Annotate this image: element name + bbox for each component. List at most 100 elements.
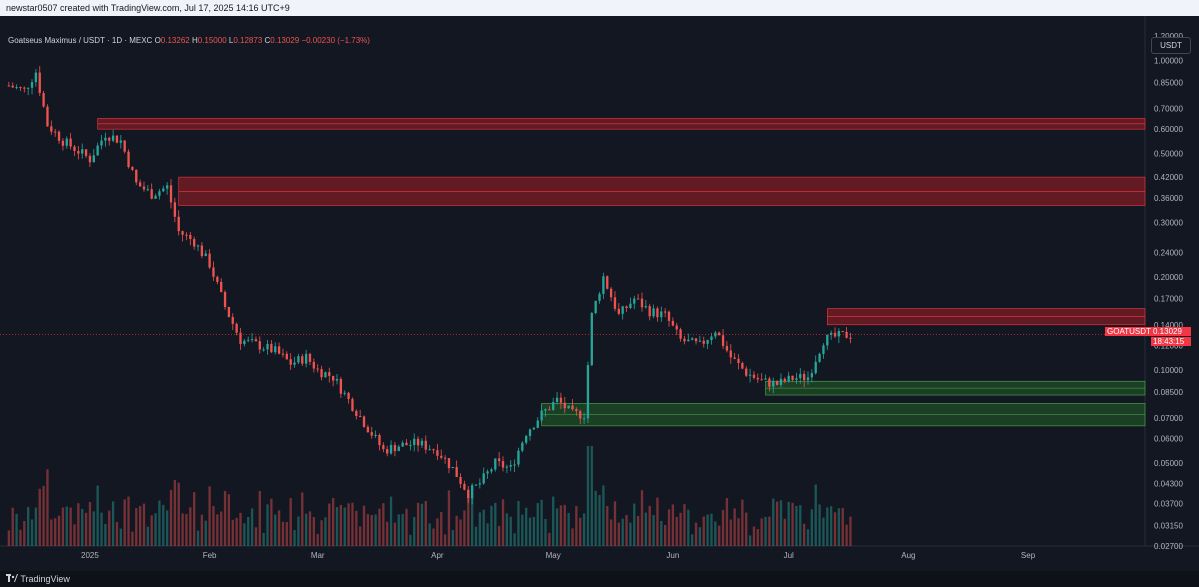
candle-body xyxy=(671,320,675,326)
candle-body xyxy=(262,349,265,351)
candle-body xyxy=(602,276,605,294)
volume-bar xyxy=(150,515,153,546)
volume-bar xyxy=(65,506,68,546)
candle-body xyxy=(582,418,586,420)
candle-body xyxy=(46,106,49,127)
volume-bar xyxy=(494,502,497,546)
volume-bar xyxy=(536,503,539,546)
volume-bar xyxy=(162,504,165,546)
volume-bar xyxy=(745,512,748,546)
close-value: 0.13029 xyxy=(270,36,300,45)
candle-body xyxy=(710,336,713,340)
volume-bar xyxy=(312,517,316,546)
candle-body xyxy=(84,149,88,156)
candle-body xyxy=(181,231,184,235)
volume-bar xyxy=(46,469,49,546)
volume-bar xyxy=(443,534,447,546)
candle-body xyxy=(463,483,466,490)
candle-body xyxy=(173,202,177,217)
candle-body xyxy=(822,345,825,354)
volume-bar xyxy=(220,511,223,546)
volume-bar xyxy=(505,513,509,546)
candle-body xyxy=(23,87,26,89)
candle-body xyxy=(370,432,373,436)
x-tick-label: Apr xyxy=(431,551,444,560)
candle-body xyxy=(27,87,30,89)
candle-body xyxy=(760,379,763,381)
change-value: −0.00230 (−1.73%) xyxy=(301,36,370,45)
candle-body xyxy=(795,378,798,380)
volume-bar xyxy=(482,509,485,546)
volume-bar xyxy=(204,520,207,546)
candle-body xyxy=(382,445,385,450)
volume-bar xyxy=(339,504,343,546)
volume-bar xyxy=(621,518,624,546)
volume-bar xyxy=(691,534,694,546)
candle-body xyxy=(254,339,258,342)
volume-bar xyxy=(416,502,420,546)
volume-bar xyxy=(748,535,752,546)
volume-bar xyxy=(15,513,18,546)
candle-body xyxy=(359,416,362,418)
candle-body xyxy=(100,140,103,146)
candle-body xyxy=(706,339,709,344)
volume-bar xyxy=(324,517,327,546)
volume-bar xyxy=(119,528,122,546)
volume-bar xyxy=(818,504,821,546)
volume-bar xyxy=(687,509,690,546)
volume-bar xyxy=(814,484,817,546)
volume-bar xyxy=(513,533,516,546)
x-tick-label: Sep xyxy=(1021,551,1036,560)
volume-bar xyxy=(768,516,771,546)
volume-bar xyxy=(84,512,88,546)
volume-bar xyxy=(247,516,250,546)
candle-body xyxy=(347,392,350,399)
volume-bar xyxy=(787,501,790,546)
candle-body xyxy=(304,353,308,364)
y-tick-label: 0.07000 xyxy=(1154,414,1183,423)
volume-bar xyxy=(169,489,173,546)
volume-bar xyxy=(104,523,107,546)
candle-body xyxy=(401,442,404,447)
volume-bar xyxy=(285,522,288,546)
volume-bar xyxy=(528,517,532,546)
candle-body xyxy=(733,357,736,359)
volume-bar xyxy=(606,505,609,546)
candle-body xyxy=(648,306,651,317)
volume-bar xyxy=(833,512,837,546)
candle-body xyxy=(440,455,443,458)
volume-bar xyxy=(791,502,794,546)
y-tick-label: 0.50000 xyxy=(1154,150,1183,159)
candle-body xyxy=(57,131,61,141)
volume-bar xyxy=(38,488,41,546)
high-label: H xyxy=(191,36,198,45)
volume-bar xyxy=(111,501,115,546)
volume-bar xyxy=(490,505,493,546)
candle-body xyxy=(640,298,644,308)
volume-bar xyxy=(374,514,377,546)
volume-bar xyxy=(710,513,713,546)
candle-body xyxy=(54,131,57,133)
x-tick-label: Jun xyxy=(666,551,679,560)
candlestick-chart[interactable]: 1.20000 1.00000 0.85000 0.70000 0.60000 0.500… xyxy=(0,16,1199,571)
candle-body xyxy=(119,140,122,143)
volume-bar xyxy=(729,519,732,546)
volume-bar xyxy=(335,507,339,546)
chart-area[interactable]: 1.20000 1.00000 0.85000 0.70000 0.60000 0.500… xyxy=(0,16,1199,571)
volume-bar xyxy=(177,482,180,546)
candle-body xyxy=(625,306,628,308)
candle-body xyxy=(505,466,509,468)
candle-body xyxy=(567,405,570,409)
candle-body xyxy=(598,293,601,301)
x-tick-label: 2025 xyxy=(81,551,99,560)
candle-body xyxy=(146,189,149,191)
currency-unit-button[interactable]: USDT xyxy=(1151,37,1191,54)
volume-bar xyxy=(355,510,358,546)
y-tick-label: 0.20000 xyxy=(1154,273,1183,282)
candle-body xyxy=(328,372,331,376)
candle-body xyxy=(606,276,609,289)
candle-body xyxy=(34,72,38,83)
candle-body xyxy=(698,340,702,342)
candle-body xyxy=(563,402,566,409)
volume-bar xyxy=(304,513,308,546)
